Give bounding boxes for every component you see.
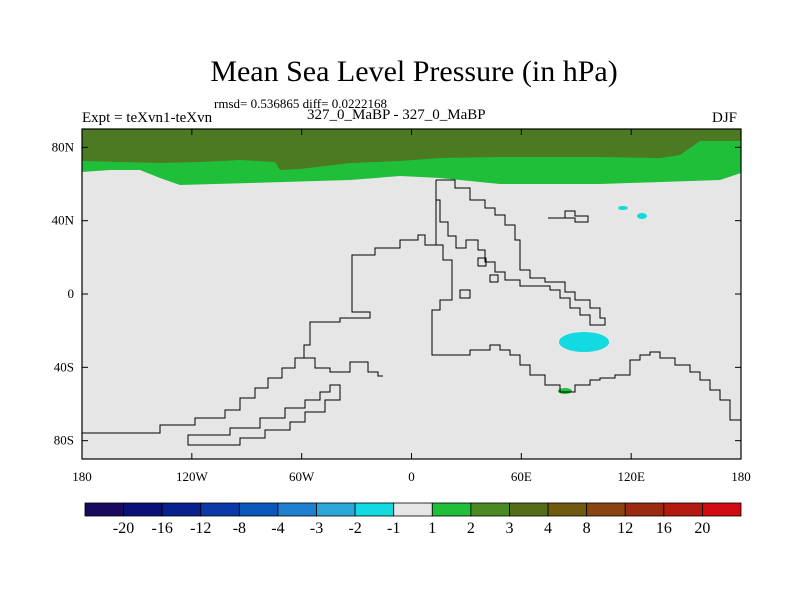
- chart-title: Mean Sea Level Pressure (in hPa): [210, 55, 618, 88]
- x-tick-label: 120E: [617, 469, 645, 484]
- axis-group: 180 120W 60W 0 60E 120E 180 80N 40N 0 40S 80S: [52, 129, 751, 484]
- colorbar-label: 4: [544, 520, 552, 537]
- north-pacific-low-1: [618, 206, 628, 210]
- colorbar-label: 2: [467, 520, 475, 537]
- y-tick-label: 80N: [52, 139, 75, 154]
- colorbar-swatch: [200, 502, 240, 517]
- colorbar-label: -8: [233, 520, 246, 537]
- coastline-island-1: [459, 289, 471, 299]
- colorbar-label: 8: [583, 520, 591, 537]
- coastline-east: [548, 210, 589, 223]
- colorbar-swatch: [123, 502, 163, 517]
- coastline-group: [82, 179, 742, 446]
- colorbar: -20 -16 -12 -8 -4 -3 -2 -1 1 2 3 4 8 12 16 20: [84, 502, 742, 537]
- colorbar-label: 12: [617, 520, 633, 537]
- y-tick-label: 40S: [54, 359, 74, 374]
- colorbar-label: -16: [152, 520, 173, 537]
- x-tick-label: 60E: [511, 469, 532, 484]
- colorbar-label: 20: [694, 520, 710, 537]
- colorbar-label: -4: [271, 520, 284, 537]
- x-tick-label: 60W: [289, 469, 315, 484]
- coastline-island-2: [477, 257, 487, 267]
- colorbar-label: -3: [310, 520, 323, 537]
- coastline-shelf: [304, 357, 383, 377]
- x-tick-label: 180: [731, 469, 751, 484]
- colorbar-label: 16: [656, 520, 672, 537]
- season-label: DJF: [712, 110, 738, 126]
- colorbar-swatch: [470, 502, 510, 517]
- y-tick-label: 40N: [52, 213, 75, 228]
- colorbar-label: -2: [348, 520, 361, 537]
- colorbar-swatch: [161, 502, 202, 517]
- x-tick-label: 0: [408, 469, 415, 484]
- colorbar-swatch: [547, 502, 588, 517]
- coastline-asia: [436, 179, 606, 326]
- colorbar-label: 1: [428, 520, 436, 537]
- coastline-island-3: [489, 274, 499, 283]
- colorbar-swatch: [663, 502, 703, 517]
- experiment-label: Expt = teXvn1-teXvn: [82, 110, 213, 126]
- colorbar-label: 3: [505, 520, 513, 537]
- colorbar-label: -1: [387, 520, 400, 537]
- arctic-band-region: [82, 129, 741, 170]
- colorbar-label: -12: [190, 520, 211, 537]
- colorbar-swatch: [393, 502, 433, 517]
- colorbar-label: -20: [113, 520, 134, 537]
- colorbar-swatch: [354, 502, 395, 517]
- north-pacific-low-2: [637, 213, 647, 219]
- coastline-west: [82, 234, 436, 434]
- stats-label: rmsd= 0.536865 diff= 0.0222168: [214, 96, 387, 111]
- y-tick-label: 0: [68, 286, 75, 301]
- y-tick-label: 80S: [54, 433, 74, 448]
- coastline-southwest: [187, 384, 341, 446]
- colorbar-swatch: [509, 502, 549, 517]
- colorbar-swatch: [316, 502, 356, 517]
- colorbar-swatch: [431, 502, 472, 517]
- colorbar-swatch: [624, 502, 665, 517]
- colorbar-swatch: [277, 502, 317, 517]
- x-tick-label: 180: [72, 469, 92, 484]
- colorbar-swatch: [238, 502, 279, 517]
- colorbar-swatch: [702, 502, 742, 517]
- period-label: 327_0_MaBP - 327_0_MaBP: [307, 107, 486, 123]
- colorbar-swatch: [84, 502, 124, 517]
- colorbar-swatch: [586, 502, 626, 517]
- x-tick-label: 120W: [176, 469, 209, 484]
- indian-ocean-low: [559, 332, 609, 352]
